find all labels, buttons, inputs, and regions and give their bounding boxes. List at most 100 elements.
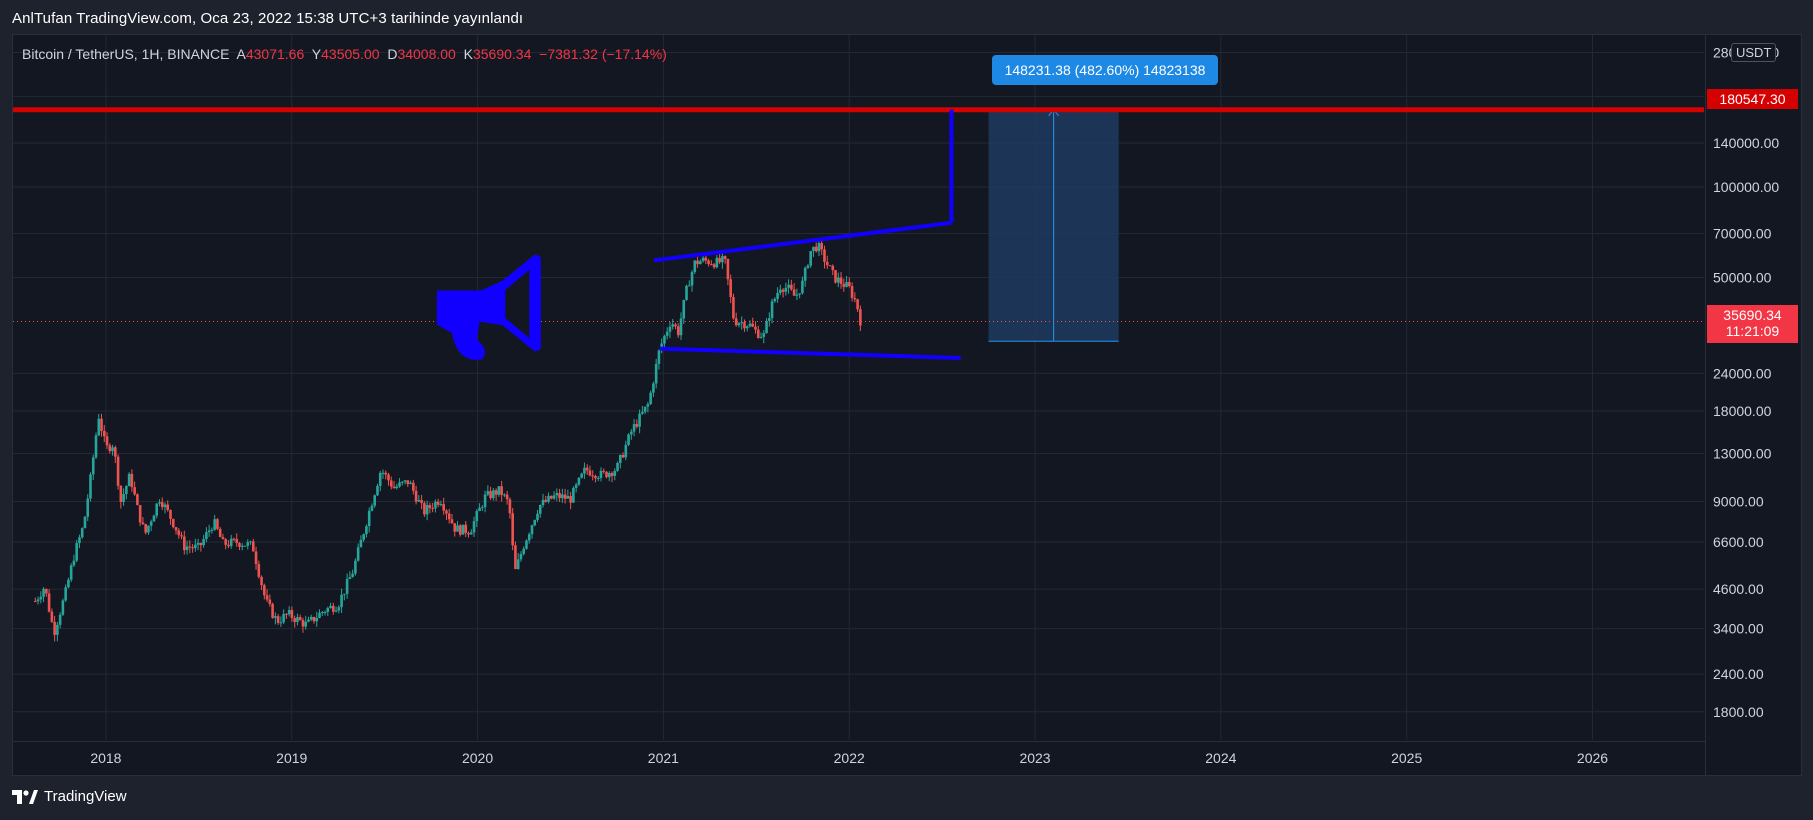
plot-background [13,35,1704,740]
symbol-legend: Bitcoin / TetherUS, 1H, BINANCE A43071.6… [22,46,667,62]
candle-body [337,607,341,611]
time-tick-label: 2024 [1205,750,1236,766]
price-tick-label: 9000.00 [1713,494,1764,510]
candle-body [163,504,167,508]
candle-body [850,286,854,298]
candle-body [141,522,145,525]
footer-brand[interactable]: TradingView [12,788,127,805]
candle-body [610,473,614,476]
candle-body [389,480,393,487]
price-tick-label: 100000.00 [1713,179,1779,195]
candle-body [298,617,302,621]
price-tick-label: 18000.00 [1713,403,1772,419]
candle-body [136,494,139,506]
candle-body [654,363,658,384]
legend-open: 43071.66 [245,46,305,62]
candle-body [823,249,826,262]
candle-body [312,616,316,622]
candle-body [497,486,501,495]
candle-body [417,500,421,502]
candle-body [442,504,445,511]
candle-body [569,496,572,503]
candle-body [652,383,655,393]
candle-body [400,481,404,483]
candle-body [367,510,371,527]
candle-body [171,518,175,528]
candle-body [414,490,418,502]
candle-body [583,467,586,474]
candle-body [536,513,539,520]
candle-body [58,614,62,625]
candle-body [238,543,241,547]
candle-body [817,243,821,252]
candle-body [511,513,514,546]
candle-body [486,491,490,495]
candle-body [859,309,862,326]
candle-body [836,277,840,283]
candle-body [183,536,186,551]
candle-body [210,529,214,531]
time-tick-label: 2018 [90,750,121,766]
legend-low-label: D [387,46,398,62]
legend-high-label: Y [311,46,322,62]
candle-body [787,284,790,288]
current-price-tag: 35690.34 11:21:09 [1707,305,1798,343]
candle-body [42,588,45,597]
candle-body [149,521,153,526]
candle-body [279,622,283,624]
candle-body [180,535,183,537]
candle-body [467,533,470,535]
candle-body [392,486,396,489]
candle-body [481,507,484,509]
candle-body [133,487,136,495]
candle-body [737,323,741,326]
candle-body [663,335,666,344]
candle-body [856,299,859,310]
candle-body [83,516,87,529]
candle-body [216,519,219,529]
candle-body [665,331,669,336]
price-range-measure-label[interactable]: 148231.38 (482.60%) 14823138 [992,55,1218,85]
candle-body [707,260,710,265]
candle-body [254,551,258,565]
time-axis-divider [12,741,1705,742]
candle-body [699,261,702,265]
candle-body [100,418,103,431]
candle-body [221,537,225,540]
candle-body [105,436,109,446]
candle-body [196,542,200,545]
candle-body [263,585,266,596]
candle-body [86,498,90,517]
candle-body [127,473,131,487]
candle-body [274,616,277,618]
candle-body [492,490,495,499]
candle-body [591,475,594,477]
legend-low: 34008.00 [397,46,456,62]
candle-body [199,542,203,546]
candle-body [450,519,454,524]
candle-body [125,486,128,495]
candle-body [240,545,244,547]
candle-body [646,404,650,407]
legend-close: 35690.34 [472,46,532,62]
time-tick-label: 2020 [462,750,493,766]
candle-body [72,560,76,566]
candle-body [166,504,170,511]
candle-body [97,418,101,436]
candle-body [756,329,760,338]
candle-body [138,505,142,523]
candle-body [538,504,542,514]
candle-body [555,493,559,496]
candle-body [69,565,73,580]
candle-body [505,494,509,500]
currency-badge[interactable]: USDT [1731,43,1777,62]
candle-body [696,260,699,265]
candle-body [588,470,592,476]
candle-body [729,279,732,298]
candle-body [340,594,343,608]
candle-body [91,457,95,475]
price-axis-divider [1705,34,1706,776]
candle-body [119,485,123,502]
candle-body [734,318,738,326]
